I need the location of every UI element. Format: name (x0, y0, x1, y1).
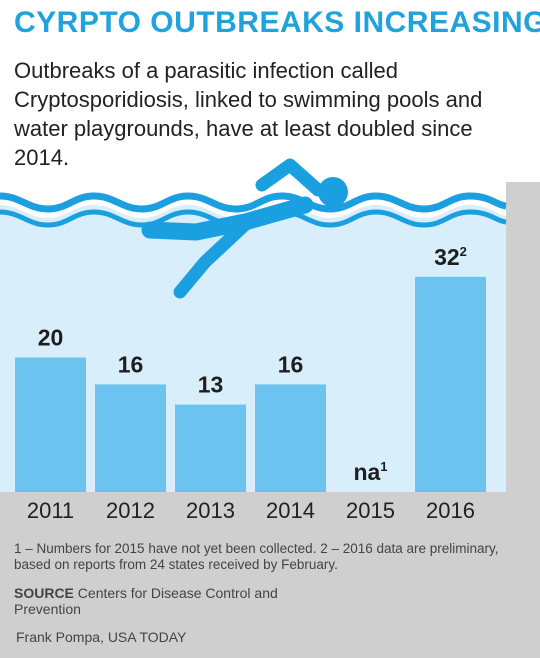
value-label-2013: 13 (198, 372, 224, 398)
bar-2011 (15, 357, 86, 492)
tick-label-2012: 2012 (106, 498, 155, 523)
tick-label-2015: 2015 (346, 498, 395, 523)
tick-label-2014: 2014 (266, 498, 315, 523)
source-label: SOURCE (14, 585, 74, 601)
chart-subtitle: Outbreaks of a parasitic infection calle… (14, 58, 483, 170)
tick-label-2013: 2013 (186, 498, 235, 523)
value-label-2014: 16 (278, 351, 304, 377)
source-text: Centers for Disease Control and Preventi… (14, 585, 278, 617)
bar-2012 (95, 384, 166, 492)
wave-line-top (0, 192, 507, 213)
source-line: SOURCE Centers for Disease Control and P… (14, 585, 314, 617)
bars-group (15, 276, 486, 492)
value-label-note-2015: 1 (380, 459, 387, 474)
chart-title: CYRPTO OUTBREAKS INCREASING (14, 6, 540, 39)
tick-label-2011: 2011 (27, 498, 74, 523)
value-label-2011: 20 (38, 325, 64, 351)
tick-label-2016: 2016 (426, 498, 475, 523)
bar-2013 (175, 404, 246, 492)
bar-2014 (255, 384, 326, 492)
footer-panel (0, 492, 540, 658)
pool-wall (506, 182, 540, 502)
credit-line: Frank Pompa, USA TODAY (16, 629, 187, 645)
tick-labels-group: 2011 2012 2013 2014 2015 2016 (27, 498, 475, 523)
bar-2016 (415, 276, 486, 492)
value-label-note-2016: 2 (460, 244, 467, 259)
footnotes: 1 – Numbers for 2015 have not yet been c… (14, 541, 499, 572)
value-label-2012: 16 (118, 351, 144, 377)
swimmer-icon (141, 158, 348, 299)
